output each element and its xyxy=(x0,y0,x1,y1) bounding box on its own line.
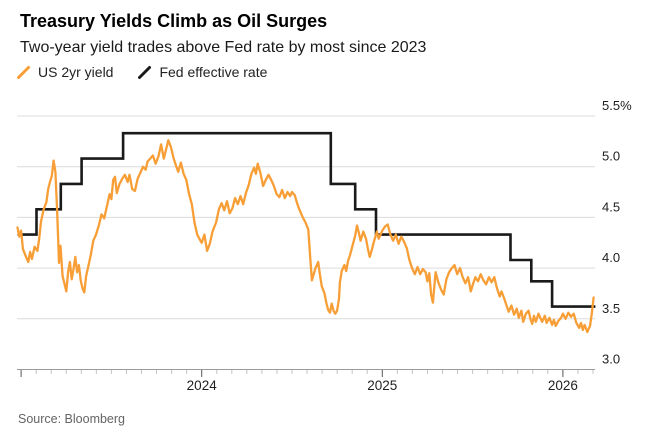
legend-item-us-2yr-yield: US 2yr yield xyxy=(16,64,113,80)
chart-legend: US 2yr yield Fed effective rate xyxy=(16,64,267,80)
legend-label-us-2yr: US 2yr yield xyxy=(38,64,114,80)
y-axis-label: 4.0 xyxy=(602,250,620,265)
y-axis-label: 3.0 xyxy=(602,352,620,367)
us-2yr-yield-line xyxy=(16,139,595,334)
x-axis-label: 2025 xyxy=(367,378,397,393)
y-axis-label: 3.5 xyxy=(602,301,620,316)
legend-item-fed-rate: Fed effective rate xyxy=(137,64,267,80)
y-axis-label: 5.0 xyxy=(602,149,620,164)
x-axis-label: 2024 xyxy=(187,378,218,393)
legend-label-fed-rate: Fed effective rate xyxy=(159,64,268,80)
source-note: Source: Bloomberg xyxy=(18,412,126,426)
chart-title: Treasury Yields Climb as Oil Surges xyxy=(20,11,328,31)
y-axis-label: 5.5% xyxy=(602,98,632,113)
x-axis-label: 2026 xyxy=(548,378,578,393)
chart-subtitle: Two-year yield trades above Fed rate by … xyxy=(20,39,427,56)
fed-rate-line-swatch-icon xyxy=(138,65,152,79)
y-axis-label: 4.5 xyxy=(602,199,620,214)
fed-effective-rate-line xyxy=(17,131,596,308)
us-2yr-line-swatch-icon xyxy=(17,65,30,79)
